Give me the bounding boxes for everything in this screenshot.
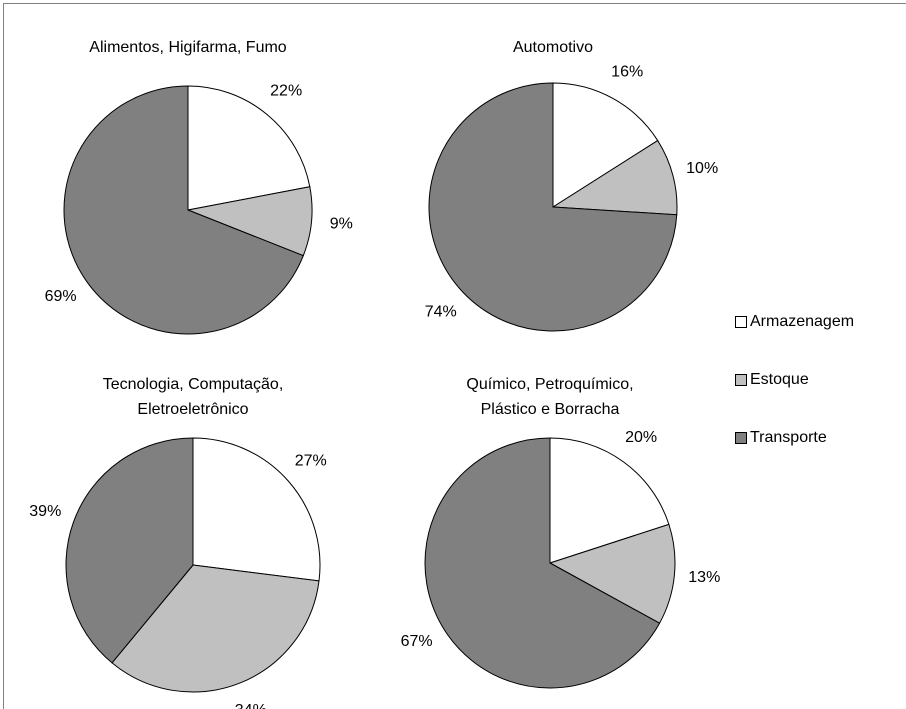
data-label: 9% — [330, 216, 353, 233]
pie-slice — [549, 437, 670, 564]
chart-title: Tecnologia, Computação, — [103, 376, 284, 393]
chart-title: Eletroeletrônico — [137, 401, 248, 418]
data-label: 20% — [625, 429, 657, 446]
pie-slice — [428, 82, 678, 332]
data-label: 69% — [45, 288, 77, 305]
chart-title: Químico, Petroquímico, — [466, 376, 633, 393]
pie-slice — [65, 437, 194, 664]
data-label: 13% — [688, 569, 720, 586]
chart-title: Automotivo — [513, 39, 593, 56]
pie-slice — [424, 437, 661, 689]
pie-slice — [552, 82, 659, 208]
legend-swatch — [735, 432, 747, 444]
chart-title: Plástico e Borracha — [481, 401, 620, 418]
legend-swatch — [735, 374, 747, 386]
pie-slice — [551, 139, 678, 216]
data-label: 34% — [235, 702, 267, 709]
data-label: 74% — [425, 304, 457, 321]
chart-title: Alimentos, Higifarma, Fumo — [89, 39, 286, 56]
legend-label: Estoque — [750, 371, 809, 388]
pie-slice — [187, 85, 311, 211]
pie-slice — [548, 523, 676, 624]
data-label: 10% — [686, 160, 718, 177]
data-label: 22% — [270, 83, 302, 100]
legend-label: Transporte — [750, 429, 827, 446]
legend-label: Armazenagem — [750, 313, 854, 330]
legend-swatch — [735, 316, 747, 328]
pie-slice — [111, 564, 320, 693]
pie-slice — [63, 85, 304, 335]
data-label: 27% — [295, 452, 327, 469]
data-label: 16% — [611, 63, 643, 80]
data-label: 67% — [401, 633, 433, 650]
pie-slice — [192, 437, 321, 582]
data-label: 39% — [29, 503, 61, 520]
